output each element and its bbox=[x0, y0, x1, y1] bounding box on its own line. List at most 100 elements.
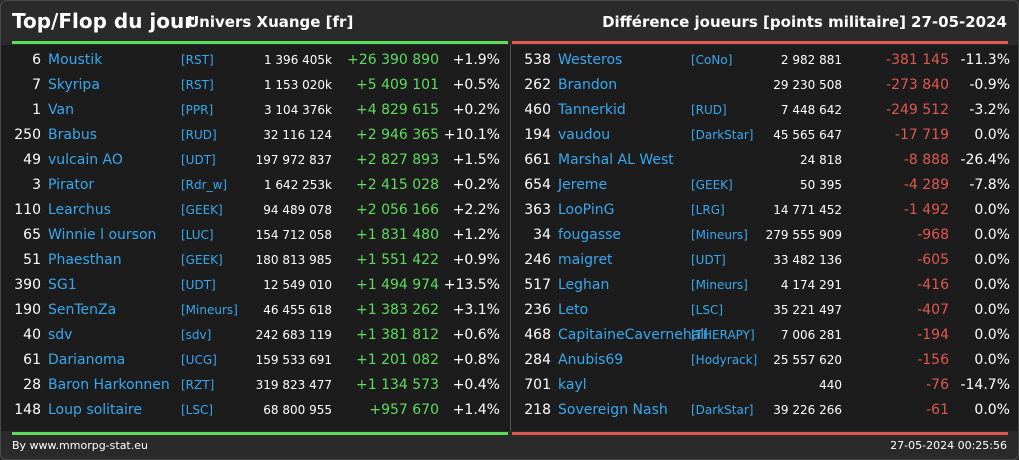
percent-cell: +0.2% bbox=[452, 102, 500, 118]
points-cell: 35 221 497 bbox=[773, 303, 842, 317]
change-cell: -8 888 bbox=[903, 152, 949, 168]
player-name-link[interactable]: Skyripa bbox=[48, 77, 100, 93]
gainer-row: 390 SG1 [UDT] 12 549 010 +1 494 974 +13.5% bbox=[1, 273, 510, 298]
alliance-tag-link[interactable]: [Mineurs] bbox=[181, 303, 238, 317]
alliance-tag-link[interactable]: [RST] bbox=[181, 78, 214, 92]
alliance-tag-link[interactable]: [Mineurs] bbox=[691, 228, 748, 242]
universe-label: Univers Xuange [fr] bbox=[187, 13, 354, 31]
gainer-row: 148 Loup solitaire [LSC] 68 800 955 +957 670… bbox=[1, 398, 510, 423]
percent-cell: -11.3% bbox=[960, 52, 1010, 68]
player-name-link[interactable]: Brandon bbox=[558, 77, 618, 93]
points-cell: 319 823 477 bbox=[255, 378, 332, 392]
rank-cell: 1 bbox=[32, 102, 41, 118]
alliance-tag-link[interactable]: [RUD] bbox=[181, 128, 217, 142]
rank-cell: 262 bbox=[524, 77, 551, 93]
gainer-row: 190 SenTenZa [Mineurs] 46 455 618 +1 383 262… bbox=[1, 298, 510, 323]
loser-row: 194 vaudou [DarkStar] 45 565 647 -17 719 0.0% bbox=[511, 123, 1018, 148]
percent-cell: +0.8% bbox=[452, 352, 500, 368]
player-name-link[interactable]: Learchus bbox=[48, 202, 111, 218]
player-name-link[interactable]: kayl bbox=[558, 377, 587, 393]
player-name-link[interactable]: maigret bbox=[558, 252, 613, 268]
points-cell: 180 813 985 bbox=[255, 253, 332, 267]
rank-cell: 517 bbox=[524, 277, 551, 293]
percent-cell: 0.0% bbox=[974, 202, 1010, 218]
alliance-tag-link[interactable]: [GEEK] bbox=[181, 253, 223, 267]
player-name-link[interactable]: Jereme bbox=[558, 177, 608, 193]
player-name-link[interactable]: Baron Harkonnen bbox=[48, 377, 170, 393]
alliance-tag-link[interactable]: [LUC] bbox=[181, 228, 214, 242]
player-name-link[interactable]: Phaesthan bbox=[48, 252, 122, 268]
player-name-link[interactable]: vulcain AO bbox=[48, 152, 123, 168]
rank-cell: 148 bbox=[14, 402, 41, 418]
player-name-link[interactable]: SenTenZa bbox=[48, 302, 117, 318]
alliance-tag-link[interactable]: [GEEK] bbox=[691, 178, 733, 192]
alliance-tag-link[interactable]: [PPR] bbox=[181, 103, 214, 117]
player-name-link[interactable]: Marshal AL West bbox=[558, 152, 674, 168]
alliance-tag-link[interactable]: [UDT] bbox=[181, 153, 216, 167]
player-name-link[interactable]: Van bbox=[48, 102, 74, 118]
alliance-tag-link[interactable]: [DarkStar] bbox=[691, 403, 754, 417]
player-name-link[interactable]: Brabus bbox=[48, 127, 97, 143]
player-name-link[interactable]: Leto bbox=[558, 302, 589, 318]
rank-cell: 363 bbox=[524, 202, 551, 218]
player-name-link[interactable]: sdv bbox=[48, 327, 73, 343]
rank-cell: 661 bbox=[524, 152, 551, 168]
alliance-tag-link[interactable]: [RST] bbox=[181, 53, 214, 67]
points-cell: 242 683 119 bbox=[255, 328, 332, 342]
alliance-tag-link[interactable]: [RZT] bbox=[181, 378, 215, 392]
change-cell: -381 145 bbox=[886, 52, 949, 68]
alliance-tag-link[interactable]: [DarkStar] bbox=[691, 128, 754, 142]
points-cell: 7 006 281 bbox=[780, 328, 842, 342]
alliance-tag-link[interactable]: [UCG] bbox=[181, 353, 217, 367]
points-cell: 14 771 452 bbox=[773, 203, 842, 217]
alliance-tag-link[interactable]: [RUD] bbox=[691, 103, 727, 117]
player-name-link[interactable]: Leghan bbox=[558, 277, 610, 293]
gainer-row: 110 Learchus [GEEK] 94 489 078 +2 056 166 +2.… bbox=[1, 198, 510, 223]
points-cell: 1 396 405k bbox=[263, 53, 332, 67]
alliance-tag-link[interactable]: [GEEK] bbox=[181, 203, 223, 217]
rank-cell: 390 bbox=[14, 277, 41, 293]
alliance-tag-link[interactable]: [LRG] bbox=[691, 203, 725, 217]
gainer-row: 61 Darianoma [UCG] 159 533 691 +1 201 082 +0.… bbox=[1, 348, 510, 373]
loser-row: 517 Leghan [Mineurs] 4 174 291 -416 0.0% bbox=[511, 273, 1018, 298]
player-name-link[interactable]: fougasse bbox=[558, 227, 622, 243]
points-cell: 25 557 620 bbox=[773, 353, 842, 367]
player-name-link[interactable]: Darianoma bbox=[48, 352, 126, 368]
alliance-tag-link[interactable]: [Mineurs] bbox=[691, 278, 748, 292]
player-name-link[interactable]: LooPinG bbox=[558, 202, 615, 218]
alliance-tag-link[interactable]: [UDT] bbox=[181, 278, 216, 292]
player-name-link[interactable]: Winnie l ourson bbox=[48, 227, 157, 243]
change-cell: +2 946 365 bbox=[356, 127, 439, 143]
alliance-tag-link[interactable]: [CoNo] bbox=[691, 53, 733, 67]
player-name-link[interactable]: CapitaineCavernehall bbox=[558, 327, 709, 343]
loser-row: 284 Anubis69 [Hodyrack] 25 557 620 -156 0.0% bbox=[511, 348, 1018, 373]
percent-cell: +1.9% bbox=[452, 52, 500, 68]
player-name-link[interactable]: Pirator bbox=[48, 177, 95, 193]
rank-cell: 701 bbox=[524, 377, 551, 393]
alliance-tag-link[interactable]: [LSC] bbox=[691, 303, 724, 317]
change-cell: +26 390 890 bbox=[347, 52, 439, 68]
rank-cell: 194 bbox=[524, 127, 551, 143]
player-name-link[interactable]: Anubis69 bbox=[558, 352, 624, 368]
player-name-link[interactable]: vaudou bbox=[558, 127, 611, 143]
loser-row: 701 kayl 440 -76 -14.7% bbox=[511, 373, 1018, 398]
player-name-link[interactable]: Sovereign Nash bbox=[558, 402, 668, 418]
alliance-tag-link[interactable]: [Rdr_w] bbox=[181, 178, 228, 192]
points-cell: 50 395 bbox=[800, 178, 842, 192]
alliance-tag-link[interactable]: [UDT] bbox=[691, 253, 726, 267]
header-date: 27-05-2024 bbox=[911, 13, 1007, 31]
player-name-link[interactable]: Moustik bbox=[48, 52, 103, 68]
change-cell: +1 831 480 bbox=[356, 227, 439, 243]
alliance-tag-link[interactable]: [sdv] bbox=[181, 328, 212, 342]
rank-cell: 49 bbox=[23, 152, 41, 168]
player-name-link[interactable]: SG1 bbox=[48, 277, 77, 293]
points-cell: 279 555 909 bbox=[765, 228, 842, 242]
alliance-tag-link[interactable]: [THERAPY] bbox=[691, 328, 755, 342]
player-name-link[interactable]: Loup solitaire bbox=[48, 402, 142, 418]
alliance-tag-link[interactable]: [LSC] bbox=[181, 403, 214, 417]
footer-timestamp: 27-05-2024 00:25:56 bbox=[890, 439, 1007, 452]
alliance-tag-link[interactable]: [Hodyrack] bbox=[691, 353, 758, 367]
player-name-link[interactable]: Tannerkid bbox=[558, 102, 626, 118]
player-name-link[interactable]: Westeros bbox=[558, 52, 623, 68]
